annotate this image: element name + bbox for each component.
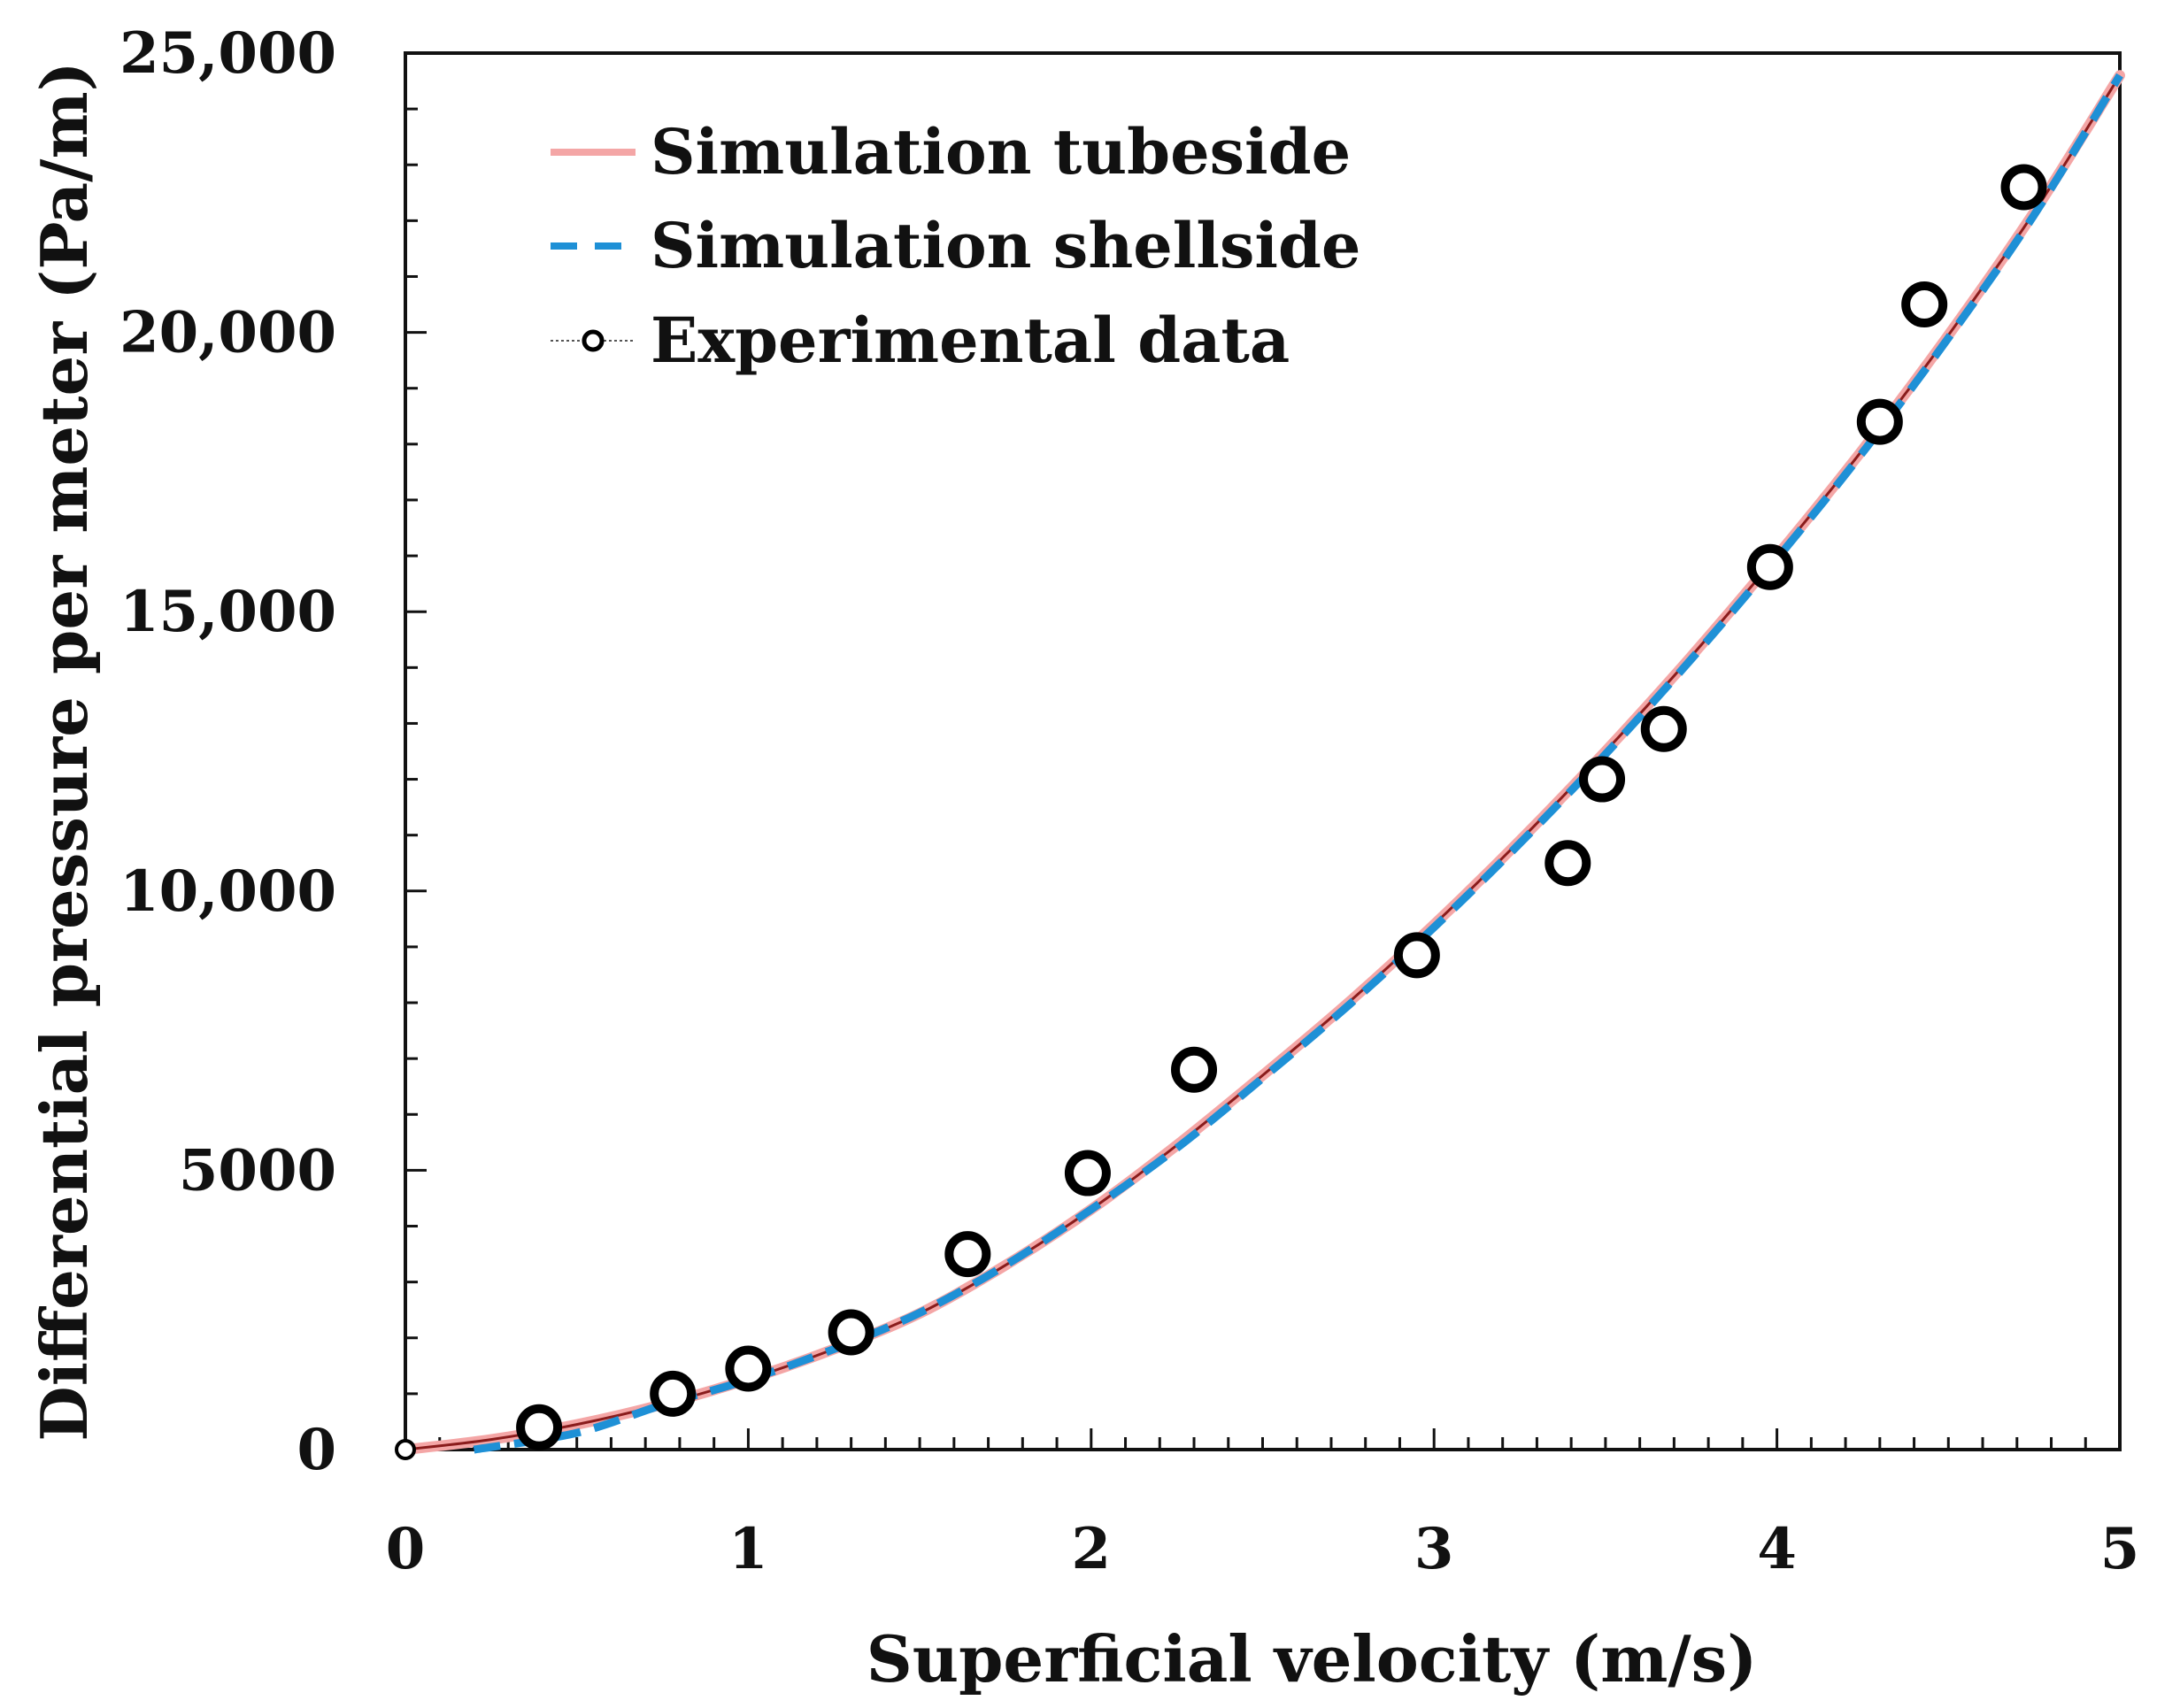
data-point: [650, 1370, 697, 1417]
x-axis-title: Superficial velocity (m/s): [867, 1621, 1758, 1696]
data-point: [1746, 543, 1793, 590]
x-tick-label: 4: [1757, 1516, 1797, 1582]
data-point: [516, 1404, 563, 1450]
legend-swatch-marker: [582, 329, 605, 352]
legend-label: Experimental data: [651, 304, 1290, 377]
data-point: [1171, 1046, 1218, 1093]
legend-item-experimental-data: Experimental data: [551, 304, 1290, 377]
x-tick-label: 1: [728, 1516, 768, 1582]
legend-label: Simulation tubeside: [651, 115, 1351, 188]
x-axis-ticks: [404, 1428, 2122, 1450]
data-point: [944, 1231, 991, 1278]
data-point: [2000, 164, 2047, 211]
data-point: [828, 1309, 874, 1356]
y-tick-label: 10,000: [119, 858, 336, 925]
legend: Simulation tubeside Simulation shellside E…: [551, 115, 1360, 377]
y-tick-label: 15,000: [119, 579, 336, 645]
x-tick-label: 5: [2100, 1516, 2140, 1582]
y-axis-ticks: [405, 51, 427, 1451]
data-point: [1901, 281, 1948, 328]
y-tick-label: 0: [297, 1417, 336, 1483]
legend-item-simulation-shellside: Simulation shellside: [551, 209, 1360, 282]
y-axis-tick-labels: 0 5000 10,000 15,000 20,000 25,000: [119, 20, 336, 1483]
y-tick-label: 20,000: [119, 300, 336, 366]
y-tick-label: 25,000: [119, 20, 336, 87]
experimental-markers: [395, 164, 2047, 1460]
data-point: [1545, 840, 1591, 887]
data-point: [1064, 1150, 1111, 1196]
x-axis-tick-labels: 0 1 2 3 4 5: [386, 1516, 2140, 1582]
x-tick-label: 3: [1414, 1516, 1454, 1582]
data-point: [1393, 932, 1440, 979]
data-point: [395, 1439, 416, 1460]
data-point: [725, 1345, 772, 1392]
data-point: [1579, 756, 1626, 803]
x-tick-label: 2: [1072, 1516, 1112, 1582]
data-point: [1856, 398, 1903, 445]
x-tick-label: 0: [386, 1516, 426, 1582]
y-axis-title: Differential pressure per meter (Pa/m): [27, 61, 102, 1441]
legend-label: Simulation shellside: [651, 209, 1360, 282]
data-point: [1640, 705, 1687, 752]
y-tick-label: 5000: [179, 1137, 336, 1204]
legend-item-simulation-tubeside: Simulation tubeside: [551, 115, 1351, 188]
